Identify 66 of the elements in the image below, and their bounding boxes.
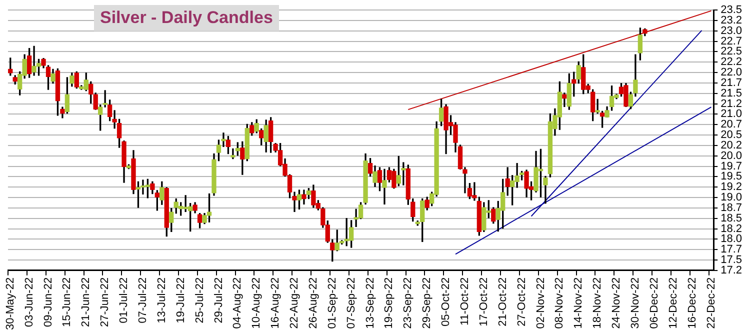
x-tick-label: 18-Nov-22 xyxy=(592,277,604,329)
chart-title: Silver - Daily Candles xyxy=(94,5,279,31)
y-tick-label: 21.2 xyxy=(720,98,742,110)
x-tick-label: 08-Nov-22 xyxy=(554,277,566,329)
y-tick-label: 23.0 xyxy=(720,24,742,37)
y-tick-label: 21.7 xyxy=(720,76,742,89)
x-tick-label: 13-Sep-22 xyxy=(364,277,376,329)
x-tick-label: 13-Jul-22 xyxy=(156,277,168,324)
y-tick-label: 22.2 xyxy=(720,56,742,68)
y-tick-label: 20.2 xyxy=(720,139,742,152)
y-tick-label: 19.5 xyxy=(720,170,742,183)
x-tick-label: 06-Dec-22 xyxy=(648,277,660,329)
y-tick-label: 18.2 xyxy=(720,222,742,235)
x-tick-label: 19-Jul-22 xyxy=(174,277,187,324)
x-tick-label: 11-Oct-22 xyxy=(459,277,472,326)
x-tick-label: 29-Jul-22 xyxy=(212,277,225,324)
y-tick-label: 21.0 xyxy=(720,108,742,120)
y-tick-label: 20.5 xyxy=(720,129,742,142)
y-tick-label: 23.2 xyxy=(720,14,742,26)
y-tick-label: 22.7 xyxy=(720,35,742,48)
y-tick-label: 17.7 xyxy=(720,244,742,256)
y-tick-label: 20.0 xyxy=(720,150,742,162)
x-tick-label: 27-Jun-22 xyxy=(99,277,112,327)
x-tick-label: 23-Sep-22 xyxy=(402,277,414,329)
x-tick-label: 21-Oct-22 xyxy=(496,277,509,326)
y-tick-label: 22.5 xyxy=(720,46,742,58)
y-tick-label: 19.7 xyxy=(720,160,742,172)
x-tick-label: 17-Oct-22 xyxy=(478,277,490,326)
x-tick-label: 26-Aug-22 xyxy=(307,277,320,329)
x-tick-label: 24-Nov-22 xyxy=(610,277,623,329)
x-tick-label: 27-Oct-22 xyxy=(516,277,528,326)
x-tick-label: 22-Dec-22 xyxy=(705,277,718,329)
y-tick-label: 18.0 xyxy=(720,233,742,246)
candlestick xyxy=(382,168,387,204)
x-tick-label: 16-Dec-22 xyxy=(686,277,698,329)
x-tick-label: 04-Aug-22 xyxy=(232,277,244,329)
x-tick-label: 15-Jun-22 xyxy=(61,277,74,327)
x-tick-label: 25-Jul-22 xyxy=(194,277,206,324)
y-tick-label: 18.7 xyxy=(720,202,742,214)
x-tick-label: 30-May-22 xyxy=(4,277,16,330)
x-tick-label: 29-Sep-22 xyxy=(421,277,434,329)
y-tick-label: 17.5 xyxy=(720,254,742,266)
x-tick-label: 10-Aug-22 xyxy=(250,277,263,329)
x-tick-label: 02-Nov-22 xyxy=(534,277,547,329)
x-tick-label: 07-Sep-22 xyxy=(345,277,358,329)
x-tick-label: 09-Jun-22 xyxy=(42,277,54,327)
y-tick-label: 20.7 xyxy=(720,118,742,131)
y-tick-label: 19.0 xyxy=(720,192,742,204)
x-tick-label: 19-Sep-22 xyxy=(383,277,396,329)
x-tick-label: 05-Oct-22 xyxy=(440,277,452,326)
x-tick-label: 12-Dec-22 xyxy=(667,277,680,329)
x-tick-label: 03-Jun-22 xyxy=(23,277,36,327)
x-tick-label: 30-Nov-22 xyxy=(629,277,642,329)
x-tick-label: 07-Jul-22 xyxy=(136,277,149,324)
y-tick-label: 21.5 xyxy=(720,87,742,100)
x-tick-label: 01-Jul-22 xyxy=(118,277,130,324)
y-tick-label: 23.5 xyxy=(720,4,742,16)
x-tick-label: 14-Nov-22 xyxy=(572,277,585,329)
y-tick-label: 22.0 xyxy=(720,66,742,79)
y-tick-label: 17.2 xyxy=(720,264,742,276)
x-tick-label: 22-Aug-22 xyxy=(288,277,301,329)
x-tick-label: 21-Jun-22 xyxy=(80,277,92,327)
y-tick-label: 19.2 xyxy=(720,181,742,194)
x-tick-label: 16-Aug-22 xyxy=(270,277,282,329)
y-tick-label: 18.5 xyxy=(720,212,742,224)
x-tick-label: 01-Sep-22 xyxy=(326,277,338,329)
